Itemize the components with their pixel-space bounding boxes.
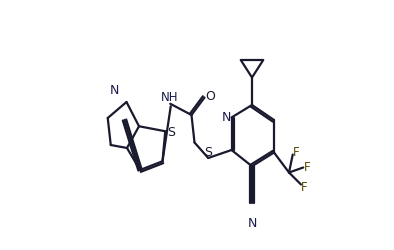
Text: F: F — [292, 146, 299, 159]
Text: F: F — [301, 181, 307, 194]
Text: N: N — [221, 111, 231, 124]
Text: F: F — [304, 161, 310, 174]
Text: N: N — [247, 217, 256, 230]
Text: S: S — [204, 146, 212, 160]
Text: O: O — [205, 90, 215, 103]
Text: N: N — [110, 84, 119, 96]
Text: NH: NH — [161, 91, 178, 104]
Text: S: S — [167, 126, 175, 139]
